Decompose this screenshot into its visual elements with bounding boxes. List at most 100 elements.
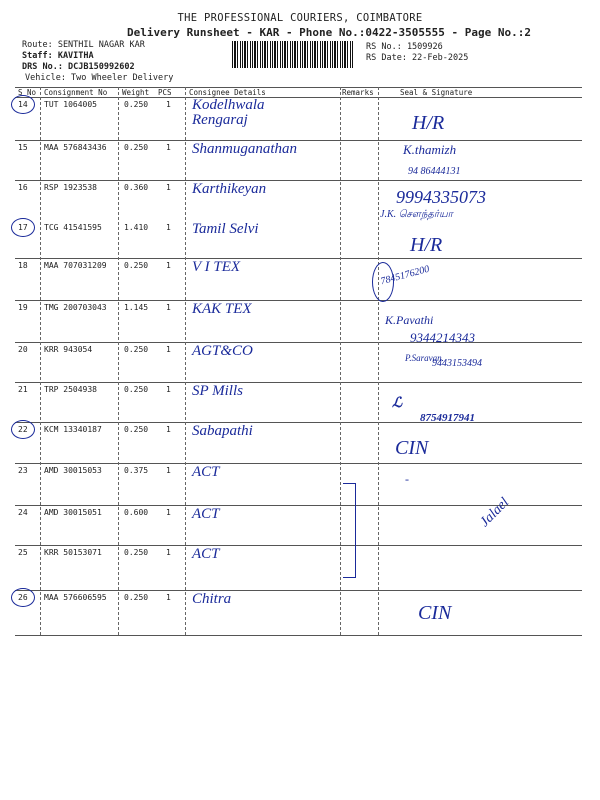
row-divider <box>15 300 582 301</box>
row-weight: 0.250 <box>124 261 149 270</box>
col-consignee: Consignee Details <box>189 88 266 97</box>
row-cn: TUT 1064005 <box>44 100 97 109</box>
row-consignee: ACT <box>192 464 220 480</box>
row-cn: AMD 30015051 <box>44 508 102 517</box>
phone-16: 9994335073 <box>396 187 486 207</box>
row-cn: MAA 576843436 <box>44 143 107 152</box>
signature-22: CIN <box>395 437 429 459</box>
signature-21: ℒ <box>392 396 403 411</box>
rs-number: RS No.: 1509926 <box>366 42 443 52</box>
row-weight: 0.250 <box>124 593 149 602</box>
row-cn: MAA 576606595 <box>44 593 107 602</box>
row-consignee: Kodelhwala Rengaraj <box>192 97 265 128</box>
row-divider <box>15 140 582 141</box>
row-pcs: 1 <box>166 303 171 312</box>
row-weight: 0.250 <box>124 425 149 434</box>
phone-20: 9443153494 <box>432 358 482 369</box>
row-pcs: 1 <box>166 548 171 557</box>
row-pcs: 1 <box>166 223 171 232</box>
staff: Staff: KAVITHA <box>22 51 94 61</box>
row-pcs: 1 <box>166 508 171 517</box>
row-pcs: 1 <box>166 593 171 602</box>
row-divider <box>15 635 582 636</box>
row-divider <box>15 382 582 383</box>
row-weight: 1.410 <box>124 223 149 232</box>
col-weight: Weight <box>122 88 150 97</box>
row-weight: 1.145 <box>124 303 149 312</box>
signature-20: P.Saravan. <box>405 353 444 363</box>
circle-mark <box>11 95 35 114</box>
row-divider <box>15 463 582 464</box>
row-pcs: 1 <box>166 466 171 475</box>
route: Route: SENTHIL NAGAR KAR <box>22 40 145 50</box>
row-divider <box>15 342 582 343</box>
signature-16: J.K. சௌந்தர்யா <box>380 209 453 220</box>
signature-17: H/R <box>410 234 443 256</box>
row-consignee: ACT <box>192 506 220 522</box>
column-divider <box>378 87 379 635</box>
vehicle: Vehicle: Two Wheeler Delivery <box>25 73 174 83</box>
row-consignee: KAK TEX <box>192 301 252 317</box>
row-sno: 23 <box>18 466 28 475</box>
row-weight: 0.600 <box>124 508 149 517</box>
row-cn: MAA 707031209 <box>44 261 107 270</box>
row-consignee: SP Mills <box>192 383 243 399</box>
row-divider <box>15 505 582 506</box>
row-sno: 24 <box>18 508 28 517</box>
drs-number: DRS No.: DCJB150992602 <box>22 62 135 72</box>
phone-19: 9344214343 <box>410 330 475 345</box>
row-pcs: 1 <box>166 143 171 152</box>
row-cn: AMD 30015053 <box>44 466 102 475</box>
row-divider <box>15 180 582 181</box>
column-divider <box>118 87 119 635</box>
row-weight: 0.250 <box>124 100 149 109</box>
col-consignment: Consignment No <box>44 88 108 97</box>
row-consignee: Tamil Selvi <box>192 221 259 237</box>
row-consignee: Sabapathi <box>192 423 253 439</box>
row-weight: 0.250 <box>124 385 149 394</box>
phone-21: 8754917941 <box>420 412 475 424</box>
row-cn: TCG 41541595 <box>44 223 102 232</box>
col-sno: S No <box>18 88 37 97</box>
row-divider <box>15 97 582 98</box>
company-title: THE PROFESSIONAL COURIERS, COIMBATORE <box>177 12 423 24</box>
row-pcs: 1 <box>166 345 171 354</box>
row-weight: 0.360 <box>124 183 149 192</box>
circle-mark <box>11 420 35 439</box>
row-pcs: 1 <box>166 385 171 394</box>
row-pcs: 1 <box>166 183 171 192</box>
signature-24: Jalael <box>477 495 513 531</box>
row-consignee: V I TEX <box>192 259 241 275</box>
rs-date: RS Date: 22-Feb-2025 <box>366 53 469 63</box>
column-divider <box>340 87 341 635</box>
row-cn: KRR 943054 <box>44 345 93 354</box>
column-divider <box>185 87 186 635</box>
row-divider <box>15 87 582 88</box>
circle-mark <box>11 588 35 607</box>
signature-15: K.thamizh <box>403 142 457 157</box>
col-remarks: Remarks <box>342 88 374 97</box>
column-divider <box>40 87 41 635</box>
row-sno: 15 <box>18 143 28 152</box>
row-cn: KCM 13340187 <box>44 425 102 434</box>
row-pcs: 1 <box>166 261 171 270</box>
row-sno: 25 <box>18 548 28 557</box>
row-sno: 21 <box>18 385 28 394</box>
row-divider <box>15 590 582 591</box>
phone-15: 94 86444131 <box>408 166 461 177</box>
remarks-bracket <box>343 483 356 578</box>
row-sno: 16 <box>18 183 28 192</box>
row-cn: RSP 1923538 <box>44 183 97 192</box>
row-divider <box>15 258 582 259</box>
row-weight: 0.250 <box>124 548 149 557</box>
row-cn: KRR 50153071 <box>44 548 102 557</box>
seal-stamp-18 <box>372 262 394 302</box>
row-consignee: AGT&CO <box>192 343 253 359</box>
row-pcs: 1 <box>166 425 171 434</box>
row-divider <box>15 422 582 423</box>
row-cn: TRP 2504938 <box>44 385 97 394</box>
row-weight: 0.250 <box>124 143 149 152</box>
runsheet-title: Delivery Runsheet - KAR - Phone No.:0422… <box>127 26 531 39</box>
row-sno: 19 <box>18 303 28 312</box>
row-consignee: ACT <box>192 546 220 562</box>
